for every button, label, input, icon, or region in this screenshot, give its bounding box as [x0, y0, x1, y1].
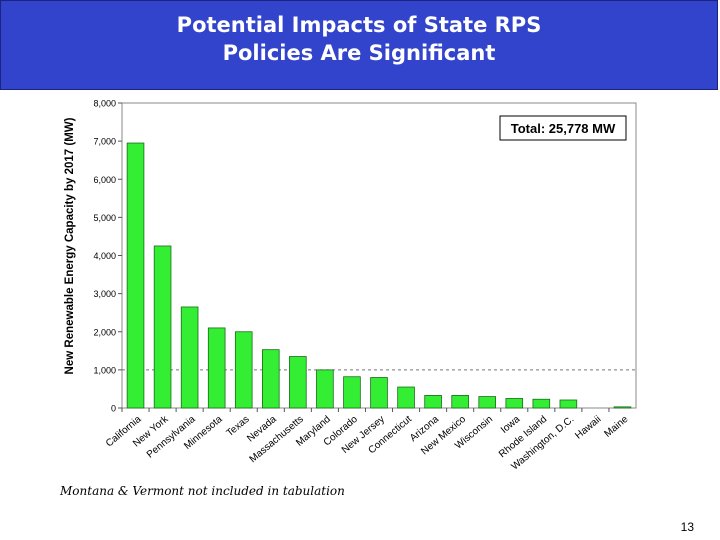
slide-title-line-2: Policies Are Significant [222, 41, 496, 65]
plot-area: 0 1,000 2,000 3,000 4,000 5,000 6,000 7,000 8,00… [93, 99, 637, 472]
y-tick-label: 1,000 [93, 365, 116, 375]
bar [397, 386, 415, 409]
bar [262, 349, 280, 409]
bar [180, 306, 199, 409]
total-annotation-box: Total: 25,778 MW [499, 115, 627, 141]
total-annotation: Total: 25,778 MW [511, 121, 616, 136]
x-tick-label: Maine [602, 414, 630, 440]
y-tick-label: 4,000 [93, 251, 116, 261]
x-tick-label: Hawaii [573, 414, 603, 442]
y-tick-label: 2,000 [93, 327, 116, 337]
y-tick-label: 0 [111, 404, 116, 414]
bar [478, 396, 496, 409]
bar [126, 142, 145, 409]
y-tick-label: 6,000 [93, 175, 116, 185]
footnote: Montana & Vermont not included in tabula… [60, 484, 345, 498]
bar [532, 398, 551, 409]
plot-border [121, 102, 637, 409]
bar-chart: 0 1,000 2,000 3,000 4,000 5,000 6,000 7,000 8,00… [64, 99, 637, 472]
bar [316, 369, 334, 409]
y-axis-label: New Renewable Energy Capacity by 2017 (M… [64, 117, 76, 374]
bar [613, 406, 632, 409]
bar [505, 398, 524, 409]
bar [153, 245, 172, 409]
y-tick-label: 7,000 [93, 137, 116, 147]
title-bar: Potential Impacts of State RPS Policies … [0, 0, 718, 90]
slide-title-line-1: Potential Impacts of State RPS [176, 13, 542, 37]
bar [207, 327, 226, 409]
bar [289, 356, 307, 409]
bar [559, 399, 578, 409]
y-tick-label: 3,000 [93, 289, 116, 299]
bar [451, 395, 469, 409]
y-tick-label: 8,000 [93, 99, 116, 109]
page-number: 13 [680, 520, 694, 534]
bar [343, 376, 361, 409]
y-tick-label: 5,000 [93, 213, 116, 223]
bar [424, 395, 442, 409]
bar [370, 377, 388, 409]
bar [234, 331, 253, 409]
